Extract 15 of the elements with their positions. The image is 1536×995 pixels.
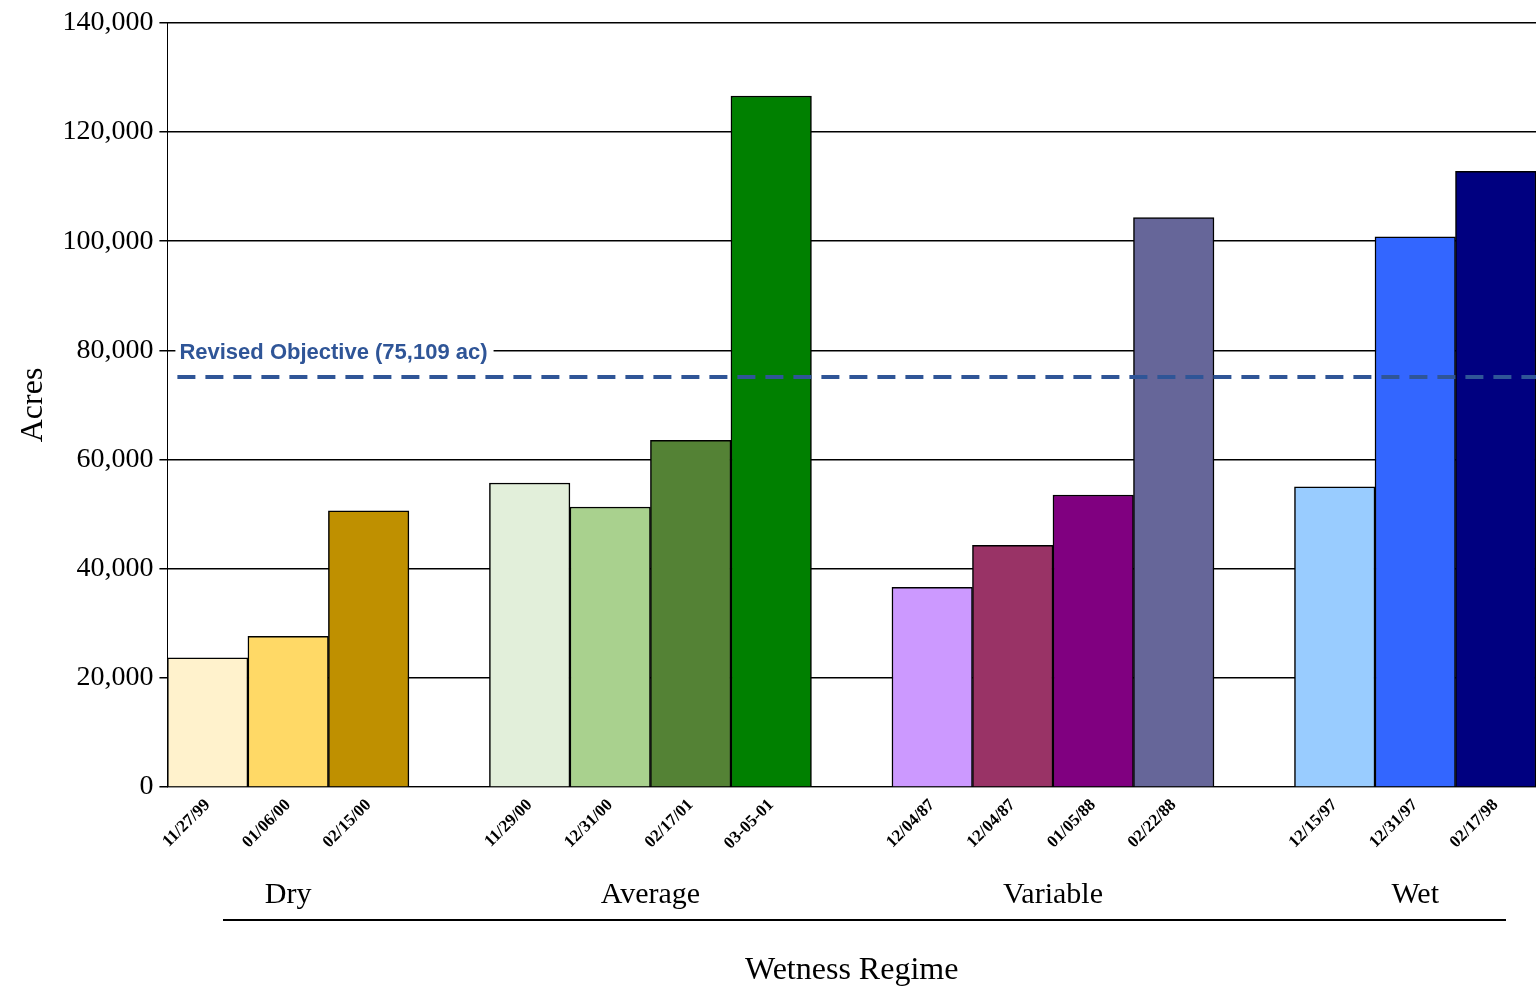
y-tick-label: 100,000 [62,223,154,255]
text: Average [600,875,701,909]
text: Wet [1391,875,1440,909]
text: Variable [1002,875,1103,909]
y-tick-label: 20,000 [76,660,154,692]
x-axis-title: Wetness Regime [745,950,959,987]
y-tick-label: 80,000 [76,332,154,364]
y-tick-label: 140,000 [62,5,154,37]
y-axis-title: Acres [12,367,49,443]
y-tick-label: 120,000 [62,114,154,146]
y-tick-label: 60,000 [76,441,154,473]
ref-line-label: Revised Objective (75,109 ac) [179,339,488,365]
y-tick-label: 40,000 [76,551,154,583]
y-tick-label: 0 [139,769,154,801]
text: Dry [264,875,312,909]
